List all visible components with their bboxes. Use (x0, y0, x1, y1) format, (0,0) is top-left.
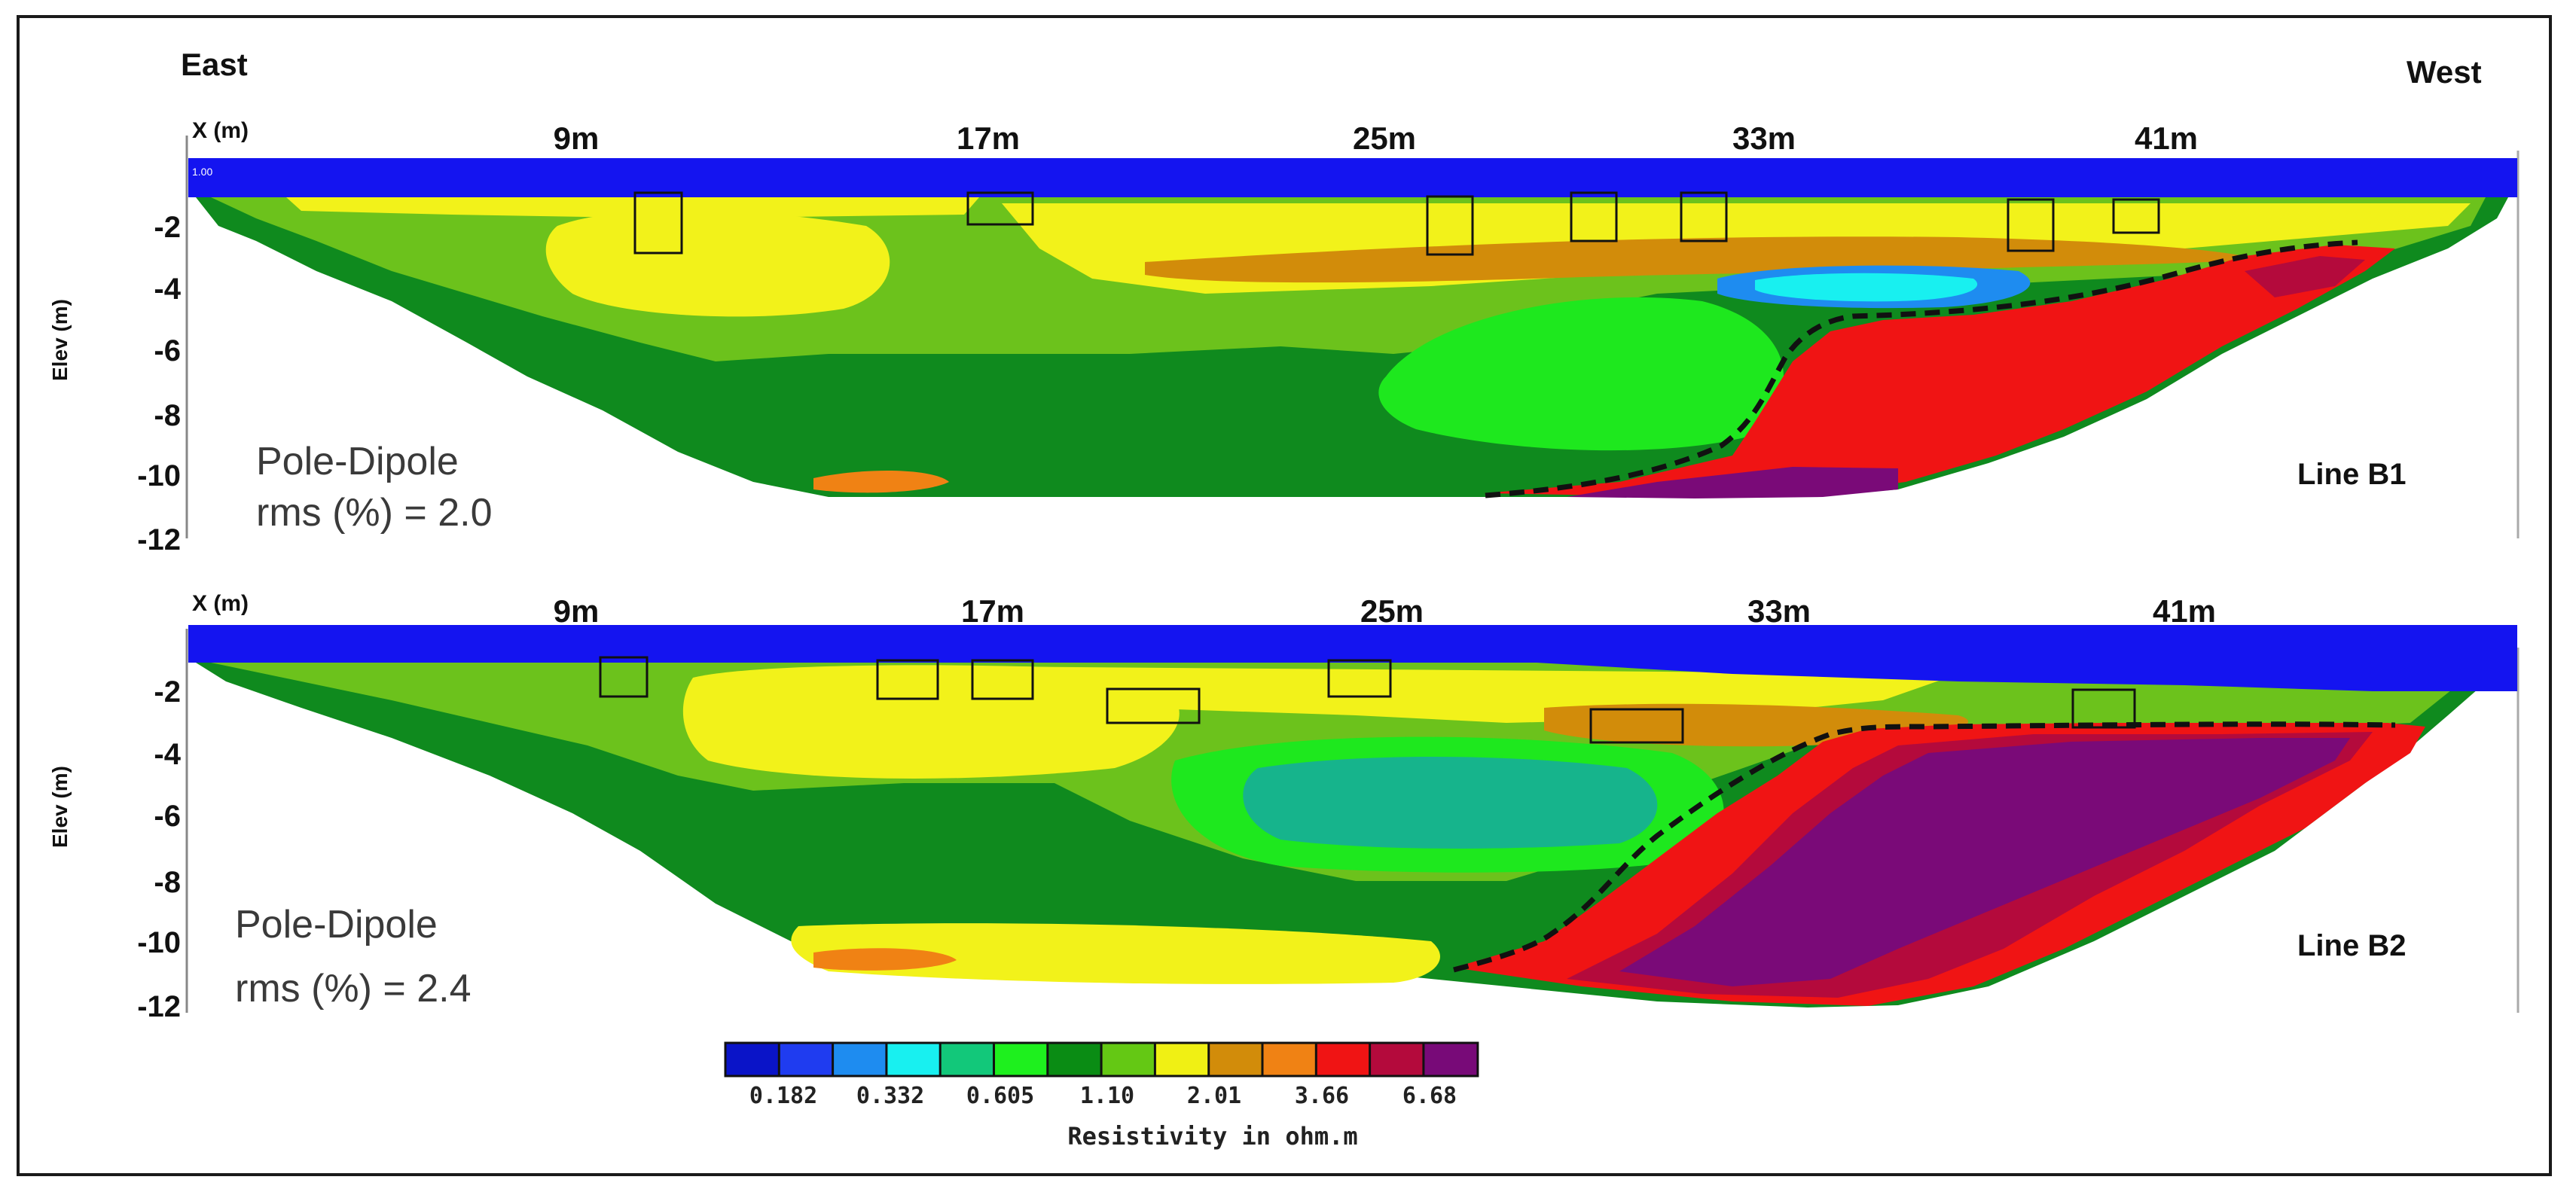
line-label: Line B2 (2297, 929, 2407, 962)
anomaly-box (633, 191, 683, 255)
x-tick: 25m (1352, 120, 1417, 156)
x-tick: 41m (2152, 593, 2217, 629)
upper-resistive-band (682, 665, 1180, 779)
anomaly-box (966, 191, 1034, 226)
line-label: Line B1 (2297, 458, 2407, 491)
anomaly-box (876, 659, 939, 700)
low-resistivity-pocket (1755, 273, 1978, 302)
subsurface-band (1145, 236, 2260, 283)
x-tick: 33m (1732, 120, 1796, 156)
colorbar-title: Resistivity in ohm.m (1067, 1122, 1358, 1151)
colorbar-label: 1.10 (1079, 1083, 1135, 1109)
colorbar-swatch (939, 1041, 996, 1078)
x-tick: 17m (960, 593, 1025, 629)
anomaly-box (1426, 195, 1474, 256)
y-tick: -8 (154, 866, 181, 899)
anomaly-box (1680, 191, 1728, 242)
high-resistivity-core (2245, 256, 2365, 297)
anomaly-box (2007, 198, 2055, 252)
colorbar-label: 3.66 (1294, 1083, 1350, 1109)
west-label: West (2407, 54, 2482, 90)
x-tick: 9m (553, 120, 600, 156)
anomaly-box (1589, 708, 1684, 744)
colorbar-swatch (777, 1041, 835, 1078)
anomaly-box (971, 659, 1034, 700)
y-tick: -4 (154, 738, 181, 771)
rms-label: rms (%) = 2.0 (256, 491, 493, 535)
anomaly-box (1570, 191, 1618, 242)
colorbar-swatch (724, 1041, 781, 1078)
colorbar-swatch (885, 1041, 942, 1078)
colorbar-swatch (1100, 1041, 1157, 1078)
colorbar-swatch (1369, 1041, 1426, 1078)
colorbar-swatch (1207, 1041, 1265, 1078)
surface-water-layer (188, 625, 2517, 663)
y-tick: -8 (154, 399, 181, 432)
method-label: Pole-Dipole (256, 440, 459, 483)
surface-resistive-band (286, 197, 979, 218)
high-resistivity-core (1619, 738, 2350, 986)
colorbar-label: 2.01 (1186, 1083, 1242, 1109)
colorbar-swatch (832, 1041, 889, 1078)
x-tick: 17m (956, 120, 1021, 156)
y-axis-label: Elev (m) (48, 766, 72, 848)
figure-frame (17, 15, 2552, 1176)
x-axis-label: X (m) (192, 118, 249, 143)
colorbar (724, 1041, 1479, 1078)
anomaly-box (599, 656, 649, 698)
high-resistivity-wedge (1484, 245, 2395, 497)
surface-water-layer (188, 158, 2517, 197)
colorbar-label: 0.605 (966, 1083, 1035, 1109)
colorbar-swatch (1261, 1041, 1318, 1078)
anomaly-box (1327, 659, 1392, 698)
colorbar-label: 0.182 (749, 1083, 818, 1109)
pocket-zone (1378, 297, 1784, 451)
anomaly-box (1106, 687, 1201, 724)
colorbar-swatch (1314, 1041, 1372, 1078)
x-axis-label: X (m) (192, 591, 249, 616)
y-tick: -4 (154, 273, 181, 306)
section-b1 (185, 136, 2520, 538)
y-tick: -6 (154, 334, 181, 367)
x-tick: 41m (2134, 120, 2199, 156)
colorbar-swatch (1046, 1041, 1103, 1078)
upper-resistive-band (545, 210, 890, 317)
y-axis-label: Elev (m) (48, 299, 72, 381)
section-b2 (185, 625, 2520, 1013)
y-tick: -10 (137, 926, 181, 959)
y-tick: -6 (154, 800, 181, 833)
y-tick: -2 (154, 211, 181, 244)
basal-band (813, 470, 949, 493)
x-tick: 33m (1747, 593, 1811, 629)
colorbar-label: 0.332 (856, 1083, 925, 1109)
rms-label: rms (%) = 2.4 (235, 967, 472, 1011)
high-resistivity-core (1567, 467, 1898, 498)
surface-water-layer (1537, 663, 2517, 691)
colorbar-swatch (1153, 1041, 1210, 1078)
basal-resistive-band (791, 923, 1440, 984)
x-tick: 9m (553, 593, 600, 629)
basal-band (813, 948, 957, 971)
y-tick: -2 (154, 675, 181, 709)
colorbar-swatch (993, 1041, 1049, 1078)
colorbar-swatch (1422, 1041, 1479, 1078)
x-tick: 25m (1360, 593, 1424, 629)
interpreted-boundary (1453, 721, 2396, 973)
anomaly-box (2112, 198, 2160, 234)
y-tick: -10 (137, 459, 181, 492)
east-label: East (181, 47, 248, 82)
y-tick: -12 (137, 990, 181, 1023)
interpreted-boundary (1485, 239, 2358, 498)
anomaly-boxes (633, 191, 2160, 256)
y-tick: -12 (137, 523, 181, 556)
colorbar-label: 6.68 (1402, 1083, 1457, 1109)
pocket-core (1243, 757, 1658, 849)
scale-marker: 1.00 (192, 166, 213, 178)
method-label: Pole-Dipole (235, 903, 438, 947)
